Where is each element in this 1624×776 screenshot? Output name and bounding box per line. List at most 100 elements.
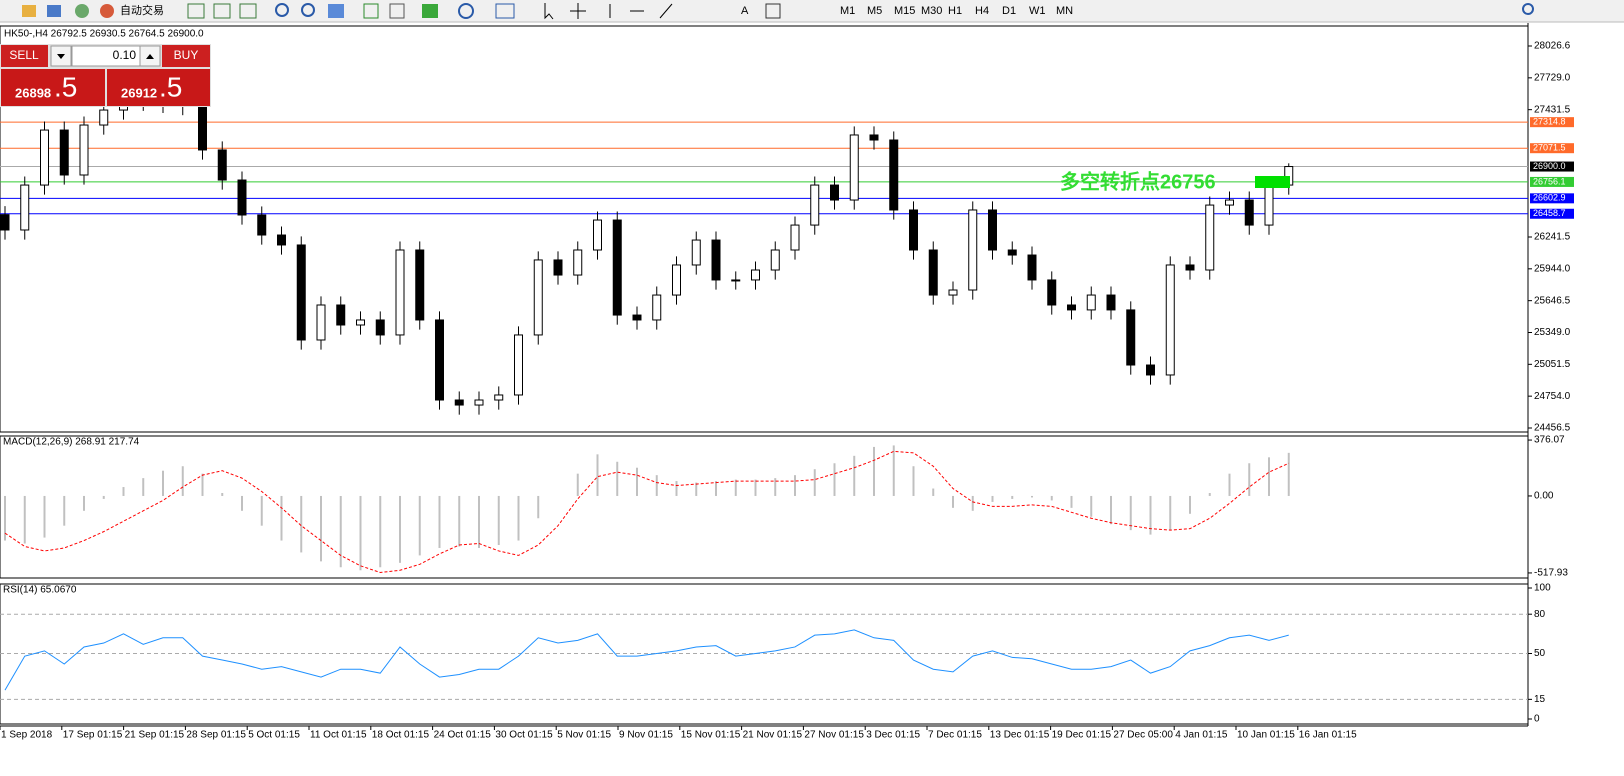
sell-label[interactable]: SELL bbox=[9, 48, 39, 62]
icon[interactable] bbox=[239, 3, 257, 19]
icon[interactable] bbox=[328, 4, 344, 18]
price-label: 24754.0 bbox=[1534, 391, 1571, 402]
date-label: 5 Oct 01:15 bbox=[248, 730, 300, 741]
price-label: 28026.6 bbox=[1534, 41, 1571, 52]
label-tool[interactable] bbox=[765, 3, 781, 19]
date-label: 13 Dec 01:15 bbox=[990, 730, 1050, 741]
icon[interactable] bbox=[422, 4, 438, 18]
timeframe[interactable]: D1 bbox=[1002, 5, 1016, 17]
icon[interactable] bbox=[495, 3, 515, 19]
candle-body bbox=[474, 399, 484, 406]
icon[interactable] bbox=[187, 3, 205, 19]
ask-box[interactable] bbox=[107, 69, 210, 106]
candle-body bbox=[454, 399, 464, 406]
candle-body bbox=[277, 234, 286, 246]
current-price-label: 26900.0 bbox=[1533, 161, 1566, 171]
candle-body bbox=[257, 214, 267, 236]
rsi-tick-label: 15 bbox=[1534, 694, 1546, 705]
timeframe[interactable]: M1 bbox=[840, 5, 855, 17]
annotation-marker bbox=[1255, 176, 1290, 188]
candle-body bbox=[1225, 199, 1234, 206]
date-label: 15 Nov 01:15 bbox=[681, 730, 741, 741]
price-label: 25051.5 bbox=[1534, 359, 1571, 370]
ask-main: 26912 bbox=[121, 85, 157, 100]
buy-button[interactable] bbox=[162, 45, 210, 67]
level-label: 27314.8 bbox=[1533, 117, 1566, 127]
date-label: 27 Dec 05:00 bbox=[1113, 730, 1173, 741]
candle-body bbox=[0, 214, 10, 231]
date-label: 10 Jan 01:15 bbox=[1237, 730, 1295, 741]
icon[interactable] bbox=[22, 5, 36, 17]
ask-pip: .5 bbox=[159, 71, 182, 102]
lot-value[interactable]: 0.10 bbox=[113, 48, 137, 62]
timeframe[interactable]: M15 bbox=[894, 5, 915, 17]
candle-body bbox=[691, 239, 701, 266]
icon[interactable] bbox=[389, 3, 405, 19]
date-label: 21 Sep 01:15 bbox=[125, 730, 185, 741]
candle-body bbox=[810, 184, 820, 226]
price-label: 27431.5 bbox=[1534, 104, 1571, 115]
timeframe[interactable]: W1 bbox=[1029, 5, 1046, 17]
timeframe[interactable]: MN bbox=[1056, 5, 1073, 17]
macd-signal bbox=[4, 450, 1289, 574]
search[interactable] bbox=[1522, 3, 1534, 15]
plot: 28026.6 27729.0 27431.5 26241.5 25944.0 25646… bbox=[0, 23, 1624, 771]
rsi-title: RSI(14) 65.0670 bbox=[3, 585, 77, 596]
bid-pip: .5 bbox=[54, 71, 77, 102]
candle-body bbox=[415, 249, 425, 321]
icon[interactable] bbox=[47, 5, 61, 17]
candle-body bbox=[889, 139, 899, 211]
candle-body bbox=[830, 184, 839, 201]
level-label: 26756.1 bbox=[1533, 176, 1566, 186]
price-label: 25349.0 bbox=[1534, 327, 1571, 338]
candle-body bbox=[1165, 264, 1175, 376]
candle-body bbox=[770, 249, 780, 271]
candle-body bbox=[968, 209, 978, 291]
candle-body bbox=[1027, 254, 1037, 281]
candle-body bbox=[435, 319, 444, 401]
icon[interactable] bbox=[363, 3, 379, 19]
candle-body bbox=[672, 264, 681, 296]
candle-body bbox=[1007, 249, 1017, 256]
candle-body bbox=[1086, 294, 1096, 311]
level-label: 26458.7 bbox=[1533, 208, 1566, 218]
bid-main: 26898 bbox=[15, 85, 51, 100]
candle-body bbox=[217, 149, 227, 181]
date-label: 27 Nov 01:15 bbox=[804, 730, 864, 741]
icon[interactable] bbox=[100, 4, 114, 18]
candle-body bbox=[909, 209, 918, 251]
date-label: 19 Dec 01:15 bbox=[1052, 730, 1112, 741]
candle-body bbox=[849, 134, 859, 201]
date-label: 5 Nov 01:15 bbox=[557, 730, 611, 741]
zoom-in[interactable] bbox=[275, 3, 289, 17]
icon[interactable] bbox=[213, 3, 231, 19]
timeframe[interactable]: H4 bbox=[975, 5, 989, 17]
macd-tick-label: 0.00 bbox=[1534, 491, 1554, 502]
bid-box[interactable] bbox=[1, 69, 105, 106]
timeframe[interactable]: M5 bbox=[867, 5, 882, 17]
candle-body bbox=[1126, 309, 1136, 366]
buy-label[interactable]: BUY bbox=[174, 48, 199, 62]
zoom-out[interactable] bbox=[301, 3, 315, 17]
price-label: 24456.5 bbox=[1534, 423, 1571, 434]
rsi-tick-label: 100 bbox=[1534, 583, 1551, 594]
sell-button[interactable] bbox=[1, 45, 48, 67]
auto-trade[interactable]: 自动交易 bbox=[120, 3, 164, 17]
crosshair-tool[interactable] bbox=[570, 3, 586, 19]
candle-body bbox=[928, 249, 938, 296]
candle-body bbox=[1047, 279, 1057, 306]
icon[interactable] bbox=[458, 3, 474, 19]
cursor-tool[interactable] bbox=[544, 3, 554, 20]
text-tool[interactable]: A bbox=[741, 5, 749, 17]
macd-tick-label: 376.07 bbox=[1534, 435, 1565, 446]
icon[interactable] bbox=[75, 4, 89, 18]
draw-tools[interactable] bbox=[609, 3, 673, 19]
macd-title: MACD(12,26,9) 268.91 217.74 bbox=[3, 437, 140, 448]
price-label: 25646.5 bbox=[1534, 295, 1571, 306]
price-label: 25944.0 bbox=[1534, 263, 1571, 274]
timeframe[interactable]: M30 bbox=[921, 5, 942, 17]
timeframe[interactable]: H1 bbox=[948, 5, 962, 17]
toolbar bbox=[0, 0, 1624, 22]
main-panel bbox=[0, 25, 1529, 433]
